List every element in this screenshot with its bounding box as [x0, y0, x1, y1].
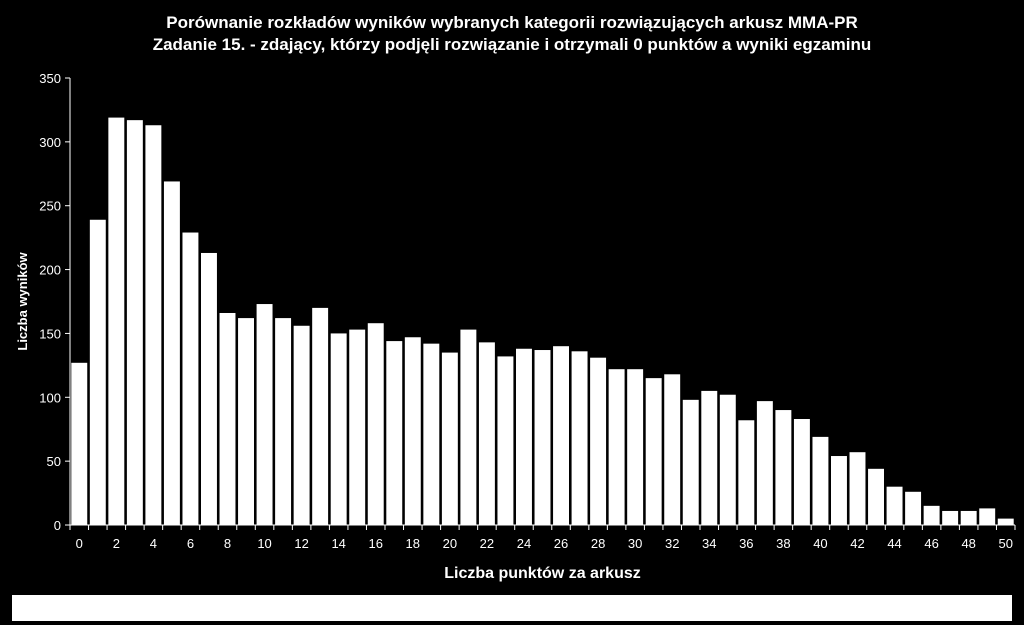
- bar-30: [627, 369, 644, 525]
- bar-39: [793, 419, 810, 525]
- x-tick-label: 24: [517, 536, 531, 551]
- y-axis-label: Liczba wyników: [15, 251, 30, 350]
- y-tick-label: 300: [39, 135, 61, 150]
- bar-24: [516, 348, 532, 525]
- bar-18: [404, 337, 421, 525]
- y-tick-label: 0: [54, 518, 61, 533]
- bar-47: [942, 510, 959, 525]
- y-tick-label: 50: [47, 454, 61, 469]
- bar-29: [608, 369, 625, 525]
- bar-46: [923, 505, 940, 525]
- y-tick-label: 150: [39, 326, 61, 341]
- bar-19: [423, 343, 440, 525]
- y-tick-label: 100: [39, 390, 61, 405]
- bar-21: [460, 329, 477, 525]
- x-tick-label: 4: [150, 536, 157, 551]
- x-tick-label: 2: [113, 536, 120, 551]
- bar-33: [682, 399, 699, 525]
- x-tick-label: 34: [702, 536, 716, 551]
- bar-7: [201, 252, 217, 525]
- bar-32: [664, 374, 681, 525]
- x-tick-label: 10: [257, 536, 271, 551]
- bar-22: [478, 342, 495, 525]
- bar-36: [738, 420, 755, 525]
- x-tick-label: 40: [813, 536, 827, 551]
- bar-40: [812, 436, 829, 525]
- bar-23: [497, 356, 514, 525]
- bar-27: [571, 351, 588, 525]
- bar-9: [238, 318, 254, 525]
- bar-6: [182, 232, 199, 525]
- bar-25: [534, 350, 551, 525]
- bar-49: [979, 508, 996, 525]
- bar-31: [645, 378, 662, 525]
- bar-0: [71, 362, 88, 525]
- x-tick-label: 0: [76, 536, 83, 551]
- bar-1: [89, 219, 106, 525]
- bar-12: [293, 325, 310, 525]
- y-tick-label: 250: [39, 199, 61, 214]
- bar-26: [553, 346, 569, 525]
- x-tick-label: 14: [331, 536, 345, 551]
- x-tick-label: 6: [187, 536, 194, 551]
- bar-17: [386, 341, 403, 525]
- x-tick-label: 20: [443, 536, 457, 551]
- legend-area: [12, 595, 1012, 621]
- bar-50: [997, 518, 1014, 525]
- x-tick-label: 26: [554, 536, 568, 551]
- bar-10: [256, 304, 273, 525]
- x-tick-label: 44: [887, 536, 901, 551]
- chart-title-line-1: Porównanie rozkładów wyników wybranych k…: [166, 13, 858, 32]
- bar-8: [219, 312, 236, 525]
- bar-28: [590, 357, 607, 525]
- x-tick-label: 22: [480, 536, 494, 551]
- bars: [71, 117, 1014, 526]
- x-tick-label: 30: [628, 536, 642, 551]
- bar-34: [701, 390, 718, 525]
- bar-43: [868, 468, 884, 525]
- bar-14: [330, 333, 347, 525]
- bar-20: [441, 352, 458, 525]
- bar-35: [719, 394, 736, 525]
- bar-48: [960, 510, 977, 525]
- x-tick-label: 18: [406, 536, 420, 551]
- x-tick-label: 36: [739, 536, 753, 551]
- bar-37: [756, 401, 773, 525]
- bar-42: [849, 452, 866, 525]
- bar-41: [831, 456, 847, 525]
- x-tick-label: 12: [294, 536, 308, 551]
- bar-4: [145, 125, 162, 525]
- x-tick-label: 38: [776, 536, 790, 551]
- bar-38: [775, 410, 792, 525]
- x-tick-label: 32: [665, 536, 679, 551]
- x-axis-label: Liczba punktów za arkusz: [444, 565, 640, 582]
- chart-title: Porównanie rozkładów wyników wybranych k…: [0, 12, 1024, 56]
- y-tick-label: 200: [39, 263, 61, 278]
- bar-13: [312, 307, 329, 525]
- bar-15: [349, 329, 366, 525]
- bar-11: [275, 318, 292, 525]
- y-axis: 0 50 100 150 200 250 300 350: [39, 71, 70, 533]
- bar-3: [126, 120, 143, 526]
- x-tick-label: 42: [850, 536, 864, 551]
- x-axis: 0 2 4 6 8 10 12 14 16 18 20 22 24 26 28 30 32 34 36 38 40 42 4…: [69, 525, 1016, 551]
- bar-45: [905, 491, 922, 525]
- chart-title-line-2: Zadanie 15. - zdający, którzy podjęli ro…: [152, 35, 872, 54]
- bar-16: [367, 323, 384, 525]
- y-tick-label: 350: [39, 71, 61, 86]
- bar-5: [163, 181, 180, 525]
- bar-2: [108, 117, 125, 525]
- x-tick-label: 28: [591, 536, 605, 551]
- bar-44: [886, 486, 903, 525]
- x-tick-label: 48: [961, 536, 975, 551]
- x-tick-label: 8: [224, 536, 231, 551]
- x-tick-label: 50: [999, 536, 1013, 551]
- x-tick-label: 46: [924, 536, 938, 551]
- x-tick-label: 16: [369, 536, 383, 551]
